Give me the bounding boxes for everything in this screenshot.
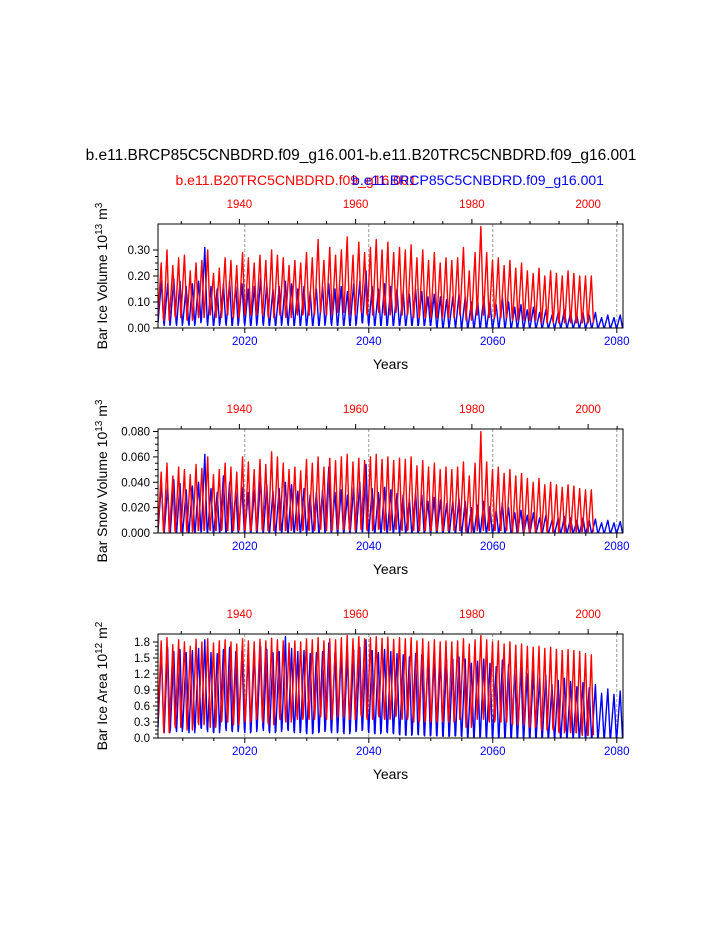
x-top-tick-label: 1980 [459,404,485,416]
x-top-tick-label: 1980 [459,609,485,621]
series-group [158,634,623,739]
y-axis-title-part: Bar Ice Area 10 [94,654,110,751]
y-axis-title-part: m [94,405,110,421]
x-top-tick-label: 2000 [575,199,601,211]
x-bottom-tick-label: 2040 [356,541,382,553]
series-group [158,430,623,534]
y-axis-title-part: 3 [94,399,105,405]
y-tick-label: 1.8 [134,637,150,649]
y-axis-title-part: 13 [94,420,105,432]
y-axis-title-part: Bar Ice Volume 10 [94,235,110,350]
y-tick-label: 1.2 [134,669,150,681]
series-line-red [158,634,595,737]
x-top-tick-label: 1980 [459,199,485,211]
x-bottom-tick-label: 2080 [604,541,630,553]
x-bottom-tick-label: 2060 [480,746,506,758]
series-line-red [158,430,595,533]
x-axis-title: Years [373,561,408,577]
y-tick-label: 0.000 [121,528,150,540]
y-axis-title: Bar Ice Volume 1013 m3 [94,202,110,349]
x-bottom-tick-label: 2060 [480,541,506,553]
y-tick-label: 0.10 [128,297,150,309]
x-bottom-tick-label: 2060 [480,336,506,348]
series-group [158,225,623,329]
chart-snow-volume: 0.000 0.020 0.040 0.060 0.080 2020 2040 2060 208… [94,399,630,577]
y-tick-label: 0.20 [128,271,150,283]
chart-ice-volume: 0.00 0.10 0.20 0.30 2020 2040 2060 2080 1940 1960… [94,199,630,372]
x-bottom-tick-label: 2040 [356,336,382,348]
y-axis-title-part: 12 [94,642,105,654]
x-bottom-tick-label: 2040 [356,746,382,758]
plot-frame [157,428,624,534]
y-axis-title-part: 13 [94,223,105,235]
y-tick-label: 0.3 [134,717,150,729]
chart-ice-area: 0.0 0.3 0.6 0.9 1.2 1.5 1.8 2020 2040 2060 2080 194… [94,609,630,782]
x-bottom-tick-label: 2080 [604,336,630,348]
y-tick-label: 0.080 [121,427,150,439]
y-axis-title: Bar Snow Volume 1013 m3 [94,399,110,562]
y-tick-label: 0.00 [128,323,150,335]
x-top-tick-label: 1940 [227,199,253,211]
series-line-red [158,225,595,324]
y-tick-label: 0.9 [134,685,150,697]
y-tick-label: 0.060 [121,452,150,464]
y-axis-title-part: Bar Snow Volume 10 [94,432,110,563]
y-tick-label: 0.30 [128,245,150,257]
legend-blue-case: b.e11.BRCP85C5CNBDRD.f09_g16.001 [352,172,604,188]
y-tick-label: 1.5 [134,653,150,665]
series-line-blue [158,453,623,534]
y-tick-label: 0.020 [121,503,150,515]
chart-panels: 0.00 0.10 0.20 0.30 2020 2040 2060 2080 1940 1960… [94,199,630,782]
x-top-tick-label: 1960 [343,609,369,621]
x-top-tick-label: 1960 [343,199,369,211]
x-top-tick-label: 1940 [227,404,253,416]
x-bottom-tick-label: 2080 [604,746,630,758]
x-axis-title: Years [373,356,408,372]
series-line-blue [158,635,623,739]
y-axis-title: Bar Ice Area 1012 m2 [94,621,110,750]
x-bottom-tick-label: 2020 [232,541,258,553]
figure-title: b.e11.BRCP85C5CNBDRD.f09_g16.001-b.e11.B… [86,147,637,164]
y-axis-title-part: m [94,627,110,643]
legend-red-case: b.e11.B20TRC5CNBDRD.f09_g16.001 [176,172,417,188]
y-tick-label: 0.6 [134,701,150,713]
y-tick-label: 0.0 [134,733,150,745]
x-top-tick-label: 2000 [575,404,601,416]
x-bottom-tick-label: 2020 [232,746,258,758]
x-top-tick-label: 1960 [343,404,369,416]
x-top-tick-label: 1940 [227,609,253,621]
y-tick-label: 0.040 [121,477,150,489]
series-line-blue [158,246,623,329]
y-axis-title-part: m [94,208,110,224]
y-axis-title-part: 3 [94,202,105,208]
x-axis-title: Years [373,766,408,782]
x-top-tick-label: 2000 [575,609,601,621]
y-axis-title-part: 2 [94,621,105,627]
x-bottom-tick-label: 2020 [232,336,258,348]
